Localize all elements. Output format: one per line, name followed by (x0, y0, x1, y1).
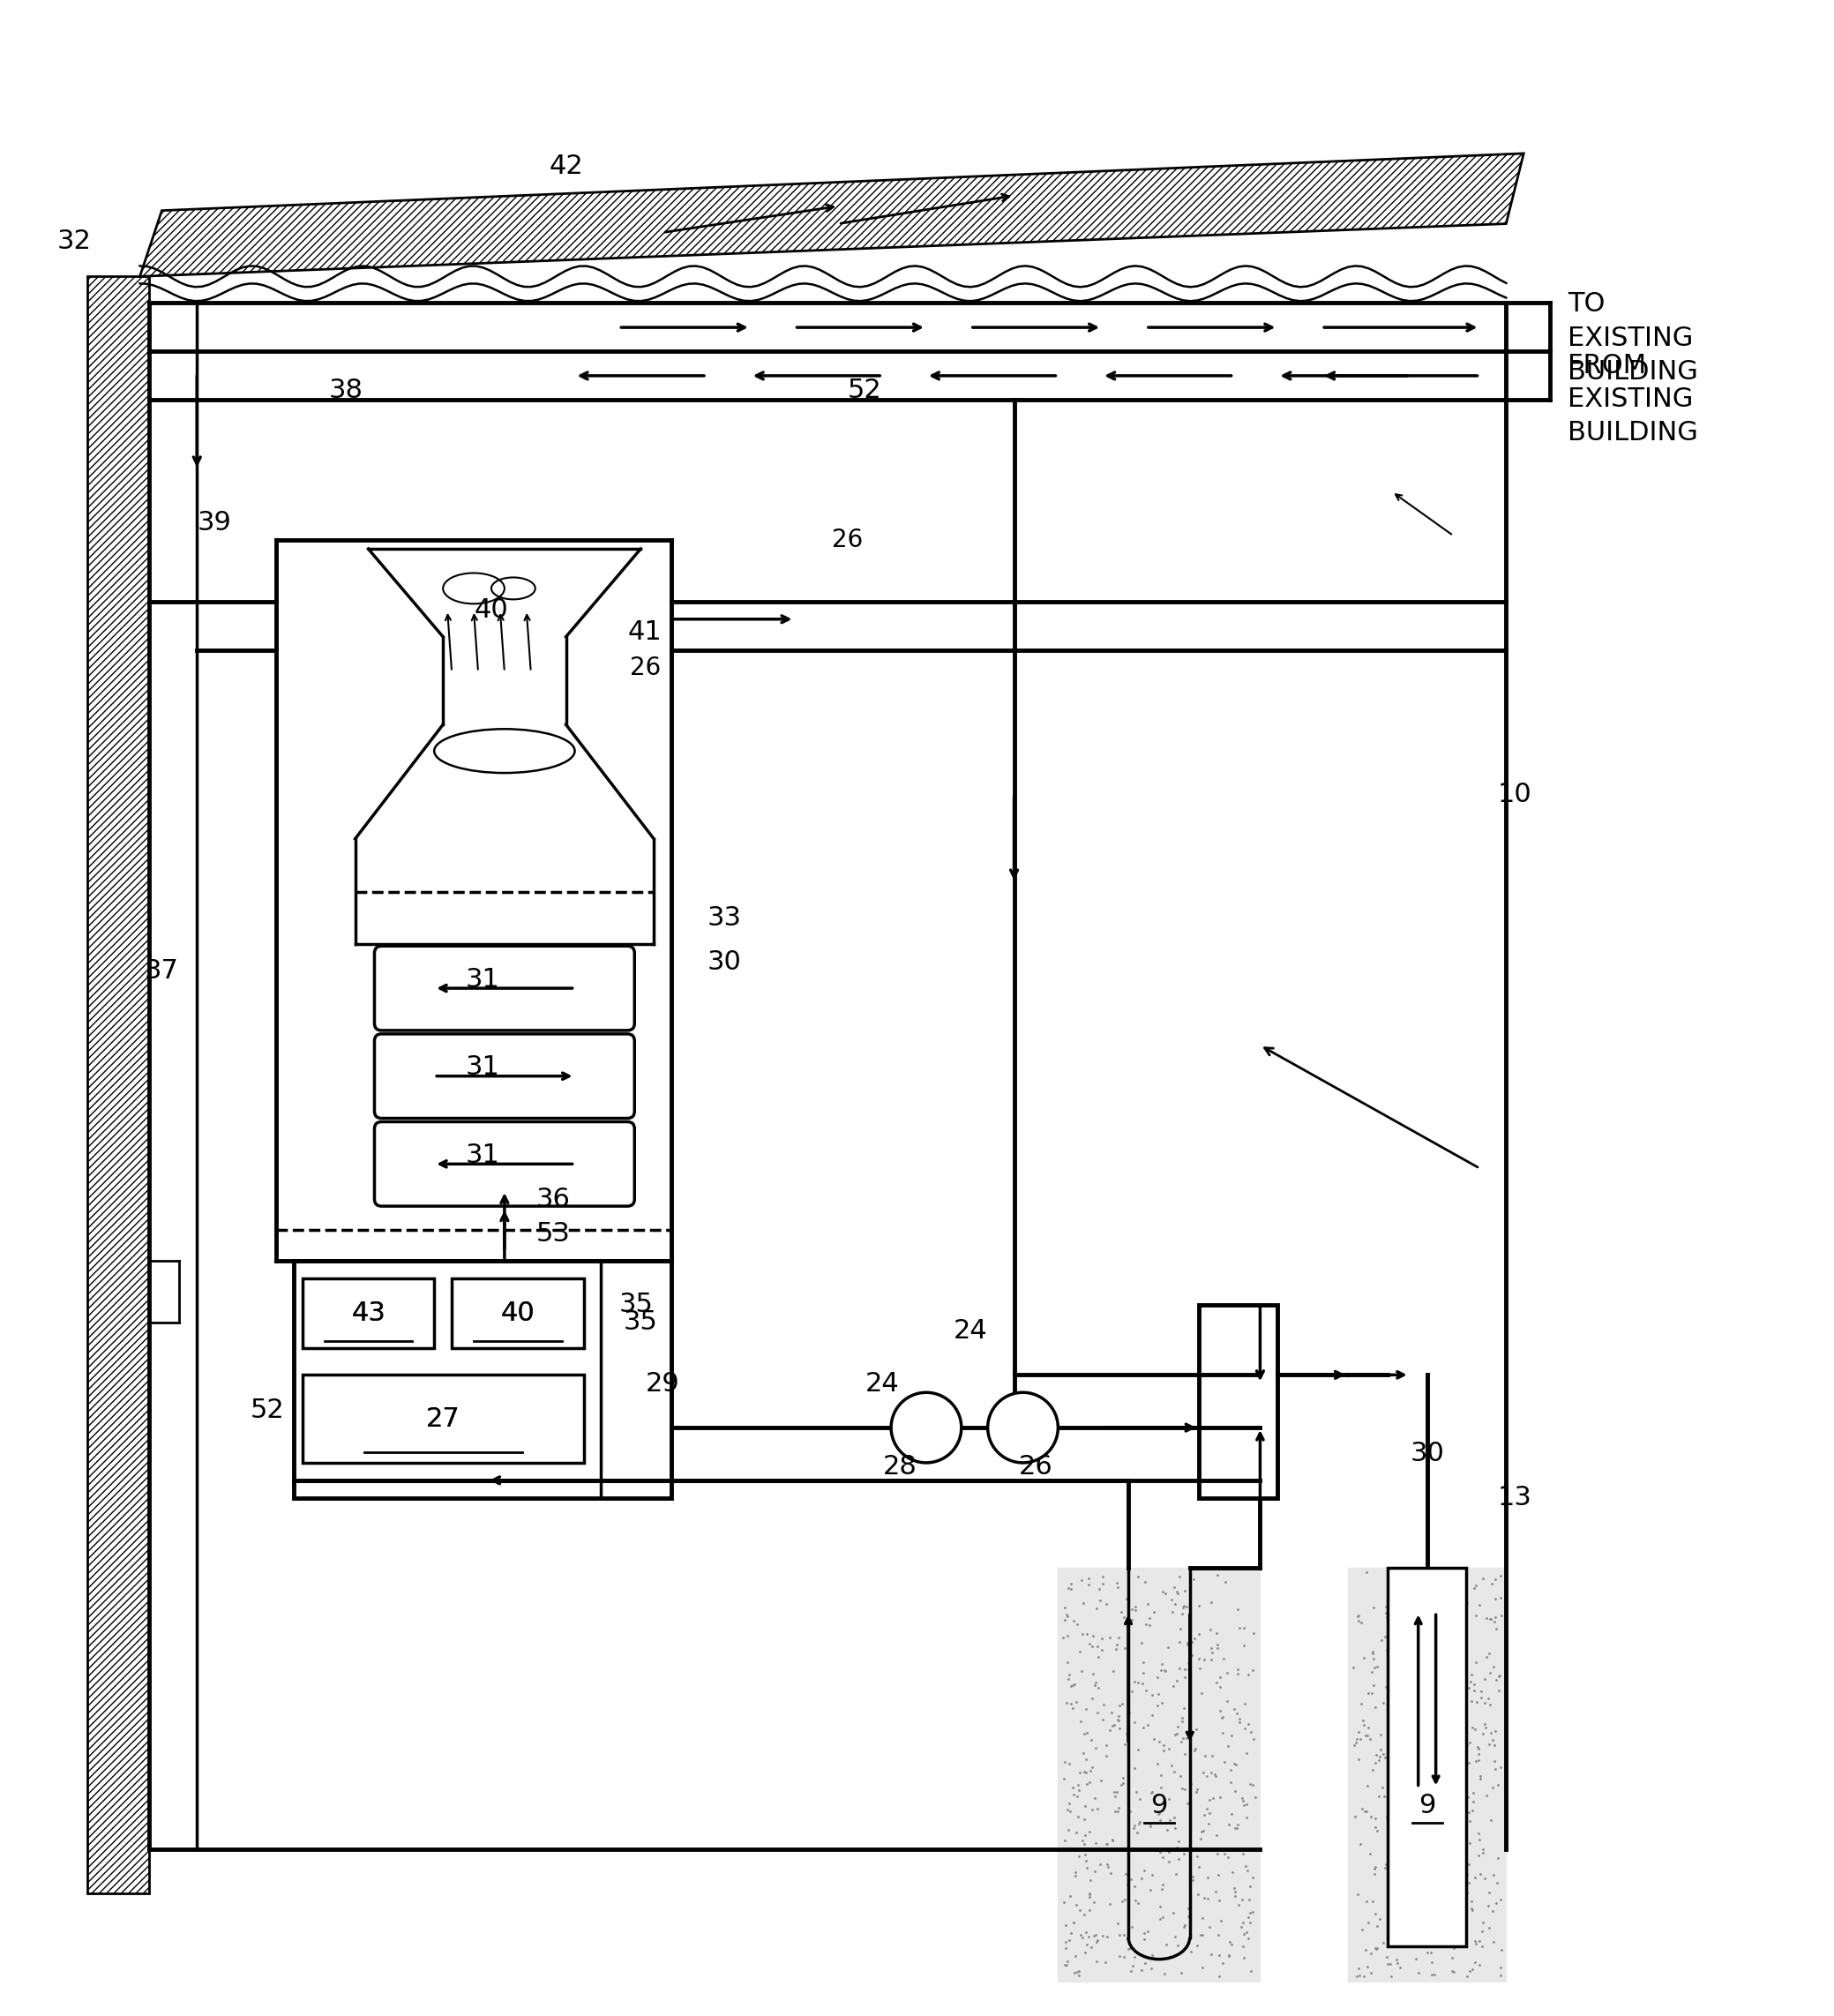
Bar (303, 1375, 583, 1464)
Text: 31: 31 (466, 966, 499, 992)
Bar (451, 1278, 583, 1349)
Text: 26: 26 (1020, 1454, 1053, 1480)
Text: 43: 43 (350, 1300, 385, 1327)
Text: 39: 39 (198, 510, 231, 536)
Text: 40: 40 (501, 1300, 536, 1327)
Bar (1388, 1568, 1467, 1945)
Text: 33: 33 (706, 905, 741, 931)
Text: 26: 26 (831, 528, 862, 552)
Text: 9: 9 (1150, 1792, 1168, 1818)
Text: 26: 26 (629, 655, 660, 679)
Text: 41: 41 (627, 619, 662, 645)
Text: 13: 13 (1498, 1486, 1531, 1510)
Text: 38: 38 (328, 377, 363, 403)
Text: 52: 52 (847, 377, 882, 403)
Text: 32: 32 (57, 228, 92, 254)
Bar (303, 1278, 435, 1349)
Circle shape (989, 1393, 1058, 1464)
Text: FROM
EXISTING
BUILDING: FROM EXISTING BUILDING (1568, 353, 1698, 446)
Text: TO
EXISTING
BUILDING: TO EXISTING BUILDING (1568, 292, 1698, 385)
Text: 28: 28 (882, 1454, 917, 1480)
Bar (293, 1260, 671, 1498)
Text: 43: 43 (350, 1300, 385, 1327)
Text: 40: 40 (475, 597, 508, 623)
Text: 30: 30 (706, 950, 741, 974)
Text: 53: 53 (536, 1222, 570, 1248)
Text: 9: 9 (1418, 1792, 1436, 1818)
Bar (1199, 1304, 1278, 1498)
Text: 35: 35 (624, 1308, 658, 1335)
Bar (88, 276, 149, 1893)
Text: 24: 24 (866, 1371, 899, 1397)
Polygon shape (139, 153, 1524, 276)
Text: 31: 31 (466, 1143, 499, 1167)
Text: 40: 40 (501, 1300, 536, 1327)
Text: 52: 52 (249, 1397, 284, 1423)
Text: 42: 42 (548, 153, 583, 179)
Text: 35: 35 (620, 1292, 653, 1316)
Text: 36: 36 (536, 1185, 570, 1212)
Circle shape (891, 1393, 961, 1464)
Text: 31: 31 (466, 1054, 499, 1081)
Text: 30: 30 (1410, 1441, 1443, 1468)
Text: 27: 27 (425, 1405, 460, 1431)
Text: 29: 29 (646, 1371, 680, 1397)
Text: 24: 24 (954, 1318, 987, 1345)
Text: 10: 10 (1498, 782, 1531, 808)
Polygon shape (1348, 1568, 1506, 1982)
Text: 37: 37 (145, 958, 180, 984)
Text: 27: 27 (425, 1405, 460, 1431)
Polygon shape (1058, 1568, 1260, 1982)
